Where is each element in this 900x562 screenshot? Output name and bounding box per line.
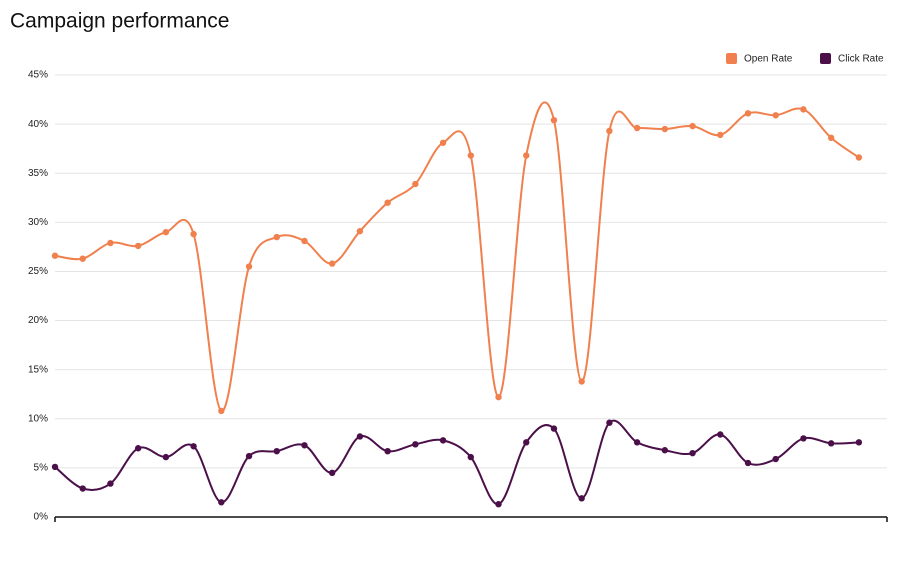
point xyxy=(273,447,280,455)
point xyxy=(855,439,863,446)
y-tick-label: 20% xyxy=(28,315,48,326)
point xyxy=(606,419,613,426)
point xyxy=(855,154,863,161)
point xyxy=(578,378,585,385)
point xyxy=(412,180,419,188)
point xyxy=(744,110,752,117)
point xyxy=(633,124,641,132)
point xyxy=(384,447,391,455)
point xyxy=(467,453,474,461)
point xyxy=(245,452,253,460)
point xyxy=(301,237,308,245)
series-line xyxy=(54,419,859,506)
point xyxy=(134,445,142,452)
point xyxy=(827,440,835,447)
point xyxy=(800,435,807,442)
point xyxy=(800,106,807,113)
point xyxy=(79,485,86,492)
point xyxy=(523,439,530,446)
point xyxy=(772,112,779,119)
y-tick-label: 35% xyxy=(28,168,48,179)
y-tick-label: 25% xyxy=(28,266,48,277)
point xyxy=(827,134,835,142)
point xyxy=(107,480,114,487)
point xyxy=(356,227,364,235)
point xyxy=(218,407,225,415)
point xyxy=(190,230,197,238)
y-tick-label: 0% xyxy=(34,512,49,523)
legend-label: Open Rate xyxy=(744,54,793,65)
y-tick-label: 45% xyxy=(28,70,48,81)
point xyxy=(661,447,669,454)
point xyxy=(578,495,585,502)
point xyxy=(245,263,253,270)
point xyxy=(301,442,308,449)
point xyxy=(495,501,502,508)
legend-swatch xyxy=(726,53,737,64)
point xyxy=(523,152,530,159)
point xyxy=(439,437,447,444)
point xyxy=(51,252,59,259)
point xyxy=(717,131,724,139)
point xyxy=(162,228,170,236)
point xyxy=(79,255,86,262)
point xyxy=(550,425,558,432)
point xyxy=(162,453,170,461)
series-line xyxy=(54,101,860,412)
y-tick-label: 40% xyxy=(28,119,48,130)
point xyxy=(329,469,336,476)
legend-label: Click Rate xyxy=(838,54,884,65)
point xyxy=(495,393,502,401)
point xyxy=(384,199,391,206)
point xyxy=(772,455,779,463)
point xyxy=(689,122,696,130)
point xyxy=(439,139,447,146)
legend-swatch xyxy=(820,53,831,64)
point xyxy=(689,449,696,457)
point xyxy=(218,499,225,506)
point xyxy=(356,433,364,440)
y-tick-label: 5% xyxy=(34,463,49,474)
y-tick-label: 30% xyxy=(28,217,48,228)
y-tick-label: 15% xyxy=(28,364,48,375)
point xyxy=(51,463,59,471)
point xyxy=(661,125,669,133)
point xyxy=(606,127,613,135)
point xyxy=(550,116,558,124)
y-tick-label: 10% xyxy=(28,413,48,424)
point xyxy=(412,441,419,448)
point xyxy=(744,459,752,467)
point xyxy=(717,431,724,438)
point xyxy=(273,233,280,241)
point xyxy=(190,443,197,450)
point xyxy=(329,260,336,267)
point xyxy=(467,152,474,159)
point xyxy=(107,239,114,247)
point xyxy=(134,242,142,250)
point xyxy=(633,439,641,446)
chart-title: Campaign performance xyxy=(10,10,229,33)
